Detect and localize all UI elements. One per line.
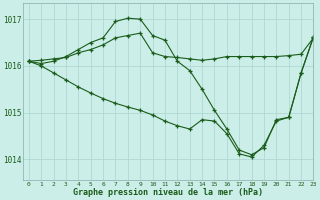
X-axis label: Graphe pression niveau de la mer (hPa): Graphe pression niveau de la mer (hPa) [73,188,263,197]
